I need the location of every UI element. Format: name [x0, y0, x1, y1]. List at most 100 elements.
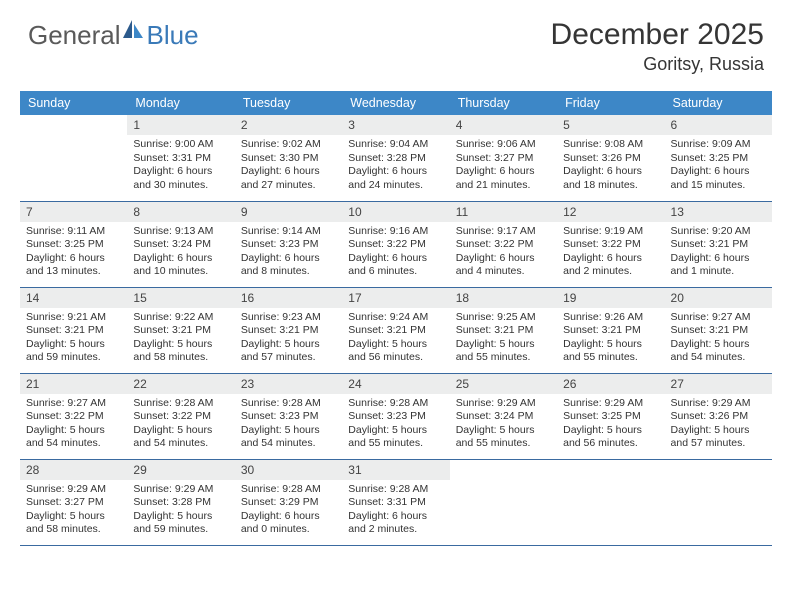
sunset-text: Sunset: 3:31 PM — [133, 152, 228, 166]
day-details: Sunrise: 9:00 AMSunset: 3:31 PMDaylight:… — [127, 135, 234, 197]
day-number: 11 — [450, 202, 557, 222]
day-number — [557, 460, 664, 466]
day-number: 9 — [235, 202, 342, 222]
title-block: December 2025 Goritsy, Russia — [551, 18, 764, 75]
calendar-cell: 26Sunrise: 9:29 AMSunset: 3:25 PMDayligh… — [557, 373, 664, 459]
day-number: 15 — [127, 288, 234, 308]
daylight-text: Daylight: 5 hours and 59 minutes. — [26, 338, 121, 365]
calendar-row: 21Sunrise: 9:27 AMSunset: 3:22 PMDayligh… — [20, 373, 772, 459]
calendar-cell: 21Sunrise: 9:27 AMSunset: 3:22 PMDayligh… — [20, 373, 127, 459]
day-details: Sunrise: 9:02 AMSunset: 3:30 PMDaylight:… — [235, 135, 342, 197]
day-number: 19 — [557, 288, 664, 308]
weekday-header: Sunday — [20, 91, 127, 115]
sunset-text: Sunset: 3:28 PM — [348, 152, 443, 166]
sunset-text: Sunset: 3:21 PM — [133, 324, 228, 338]
sunrise-text: Sunrise: 9:19 AM — [563, 225, 658, 239]
sunset-text: Sunset: 3:28 PM — [133, 496, 228, 510]
day-details: Sunrise: 9:29 AMSunset: 3:24 PMDaylight:… — [450, 394, 557, 456]
day-details: Sunrise: 9:09 AMSunset: 3:25 PMDaylight:… — [665, 135, 772, 197]
calendar-cell: 19Sunrise: 9:26 AMSunset: 3:21 PMDayligh… — [557, 287, 664, 373]
daylight-text: Daylight: 5 hours and 55 minutes. — [348, 424, 443, 451]
sunrise-text: Sunrise: 9:28 AM — [241, 397, 336, 411]
calendar-row: 28Sunrise: 9:29 AMSunset: 3:27 PMDayligh… — [20, 459, 772, 545]
day-number — [20, 115, 127, 121]
day-details: Sunrise: 9:08 AMSunset: 3:26 PMDaylight:… — [557, 135, 664, 197]
weekday-header: Friday — [557, 91, 664, 115]
calendar-cell: 16Sunrise: 9:23 AMSunset: 3:21 PMDayligh… — [235, 287, 342, 373]
daylight-text: Daylight: 5 hours and 54 minutes. — [671, 338, 766, 365]
sunset-text: Sunset: 3:21 PM — [671, 324, 766, 338]
day-number: 2 — [235, 115, 342, 135]
sunrise-text: Sunrise: 9:23 AM — [241, 311, 336, 325]
calendar-cell — [450, 459, 557, 545]
sunrise-text: Sunrise: 9:24 AM — [348, 311, 443, 325]
sunrise-text: Sunrise: 9:00 AM — [133, 138, 228, 152]
sunrise-text: Sunrise: 9:13 AM — [133, 225, 228, 239]
calendar-cell: 14 Sunrise: 9:21 AMSunset: 3:21 PMDayligh… — [20, 287, 127, 373]
calendar-cell: 15Sunrise: 9:22 AMSunset: 3:21 PMDayligh… — [127, 287, 234, 373]
sunrise-text: Sunrise: 9:27 AM — [26, 397, 121, 411]
day-number: 14 — [20, 288, 127, 308]
logo-text-general: General — [28, 20, 121, 51]
day-details: Sunrise: 9:28 AMSunset: 3:31 PMDaylight:… — [342, 480, 449, 542]
daylight-text: Daylight: 5 hours and 57 minutes. — [241, 338, 336, 365]
day-details: Sunrise: 9:04 AMSunset: 3:28 PMDaylight:… — [342, 135, 449, 197]
day-details: Sunrise: 9:19 AMSunset: 3:22 PMDaylight:… — [557, 222, 664, 284]
daylight-text: Daylight: 5 hours and 55 minutes. — [563, 338, 658, 365]
weekday-header: Monday — [127, 91, 234, 115]
day-details: Sunrise: 9:13 AMSunset: 3:24 PMDaylight:… — [127, 222, 234, 284]
sunset-text: Sunset: 3:23 PM — [241, 238, 336, 252]
daylight-text: Daylight: 5 hours and 54 minutes. — [26, 424, 121, 451]
sunset-text: Sunset: 3:21 PM — [348, 324, 443, 338]
sunset-text: Sunset: 3:21 PM — [456, 324, 551, 338]
daylight-text: Daylight: 5 hours and 54 minutes. — [241, 424, 336, 451]
day-number: 24 — [342, 374, 449, 394]
sunset-text: Sunset: 3:22 PM — [456, 238, 551, 252]
sunset-text: Sunset: 3:23 PM — [241, 410, 336, 424]
sunrise-text: Sunrise: 9:21 AM — [26, 311, 121, 325]
sunrise-text: Sunrise: 9:06 AM — [456, 138, 551, 152]
sunrise-text: Sunrise: 9:14 AM — [241, 225, 336, 239]
day-details: Sunrise: 9:16 AMSunset: 3:22 PMDaylight:… — [342, 222, 449, 284]
sunset-text: Sunset: 3:21 PM — [26, 324, 121, 338]
day-number: 21 — [20, 374, 127, 394]
calendar-table: Sunday Monday Tuesday Wednesday Thursday… — [20, 91, 772, 546]
sunset-text: Sunset: 3:25 PM — [563, 410, 658, 424]
day-details: Sunrise: 9:28 AMSunset: 3:23 PMDaylight:… — [235, 394, 342, 456]
day-number: 26 — [557, 374, 664, 394]
daylight-text: Daylight: 6 hours and 15 minutes. — [671, 165, 766, 192]
sunset-text: Sunset: 3:23 PM — [348, 410, 443, 424]
day-details: Sunrise: 9:20 AMSunset: 3:21 PMDaylight:… — [665, 222, 772, 284]
calendar-cell: 18Sunrise: 9:25 AMSunset: 3:21 PMDayligh… — [450, 287, 557, 373]
daylight-text: Daylight: 6 hours and 18 minutes. — [563, 165, 658, 192]
day-number: 7 — [20, 202, 127, 222]
daylight-text: Daylight: 5 hours and 59 minutes. — [133, 510, 228, 537]
sunrise-text: Sunrise: 9:16 AM — [348, 225, 443, 239]
day-number: 28 — [20, 460, 127, 480]
day-number: 4 — [450, 115, 557, 135]
sunset-text: Sunset: 3:22 PM — [348, 238, 443, 252]
daylight-text: Daylight: 5 hours and 56 minutes. — [348, 338, 443, 365]
calendar-cell: 28Sunrise: 9:29 AMSunset: 3:27 PMDayligh… — [20, 459, 127, 545]
day-number: 22 — [127, 374, 234, 394]
calendar-cell: 22Sunrise: 9:28 AMSunset: 3:22 PMDayligh… — [127, 373, 234, 459]
daylight-text: Daylight: 6 hours and 4 minutes. — [456, 252, 551, 279]
month-title: December 2025 — [551, 18, 764, 52]
sunrise-text: Sunrise: 9:04 AM — [348, 138, 443, 152]
daylight-text: Daylight: 5 hours and 57 minutes. — [671, 424, 766, 451]
sunrise-text: Sunrise: 9:28 AM — [241, 483, 336, 497]
sunset-text: Sunset: 3:24 PM — [456, 410, 551, 424]
day-details: Sunrise: 9:14 AMSunset: 3:23 PMDaylight:… — [235, 222, 342, 284]
sunrise-text: Sunrise: 9:27 AM — [671, 311, 766, 325]
sunset-text: Sunset: 3:21 PM — [241, 324, 336, 338]
sunrise-text: Sunrise: 9:28 AM — [348, 483, 443, 497]
calendar-cell: 8Sunrise: 9:13 AMSunset: 3:24 PMDaylight… — [127, 201, 234, 287]
weekday-header-row: Sunday Monday Tuesday Wednesday Thursday… — [20, 91, 772, 115]
day-details: Sunrise: 9:29 AMSunset: 3:27 PMDaylight:… — [20, 480, 127, 542]
daylight-text: Daylight: 5 hours and 56 minutes. — [563, 424, 658, 451]
daylight-text: Daylight: 6 hours and 1 minute. — [671, 252, 766, 279]
logo-text-blue: Blue — [147, 20, 199, 51]
calendar-cell: 2Sunrise: 9:02 AMSunset: 3:30 PMDaylight… — [235, 115, 342, 201]
daylight-text: Daylight: 5 hours and 55 minutes. — [456, 338, 551, 365]
sunset-text: Sunset: 3:30 PM — [241, 152, 336, 166]
